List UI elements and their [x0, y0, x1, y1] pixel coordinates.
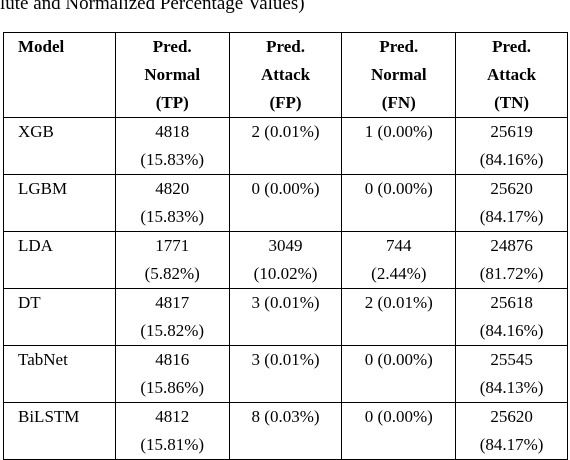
value-line: 2 (0.01%): [364, 293, 433, 312]
value-line: 25619: [490, 122, 533, 141]
value-line: (81.72%): [479, 264, 544, 283]
value-line: (15.86%): [140, 378, 205, 397]
model-name-cell: LDA: [3, 231, 116, 289]
value-line: 744: [386, 236, 412, 255]
value-line: 1 (0.00%): [364, 122, 433, 141]
column-header-line: Normal: [370, 65, 427, 84]
value-cell: 0 (0.00%): [341, 402, 457, 460]
value-line: 25620: [490, 179, 533, 198]
table-row: DT 4817 (15.82%) 3 (0.01%) 2 (0.01%) 25618 (84…: [3, 288, 568, 346]
value-line: (84.16%): [479, 321, 544, 340]
value-cell: 3 (0.01%): [228, 288, 343, 346]
column-header-line: Pred.: [266, 37, 305, 56]
model-name-cell: TabNet: [3, 345, 116, 403]
table-header: Model Pred. Normal (TP) Pred. Attack (FP) Pred.…: [3, 32, 568, 118]
value-cell: 8 (0.03%): [228, 402, 343, 460]
table-row: LGBM 4820 (15.83%) 0 (0.00%) 0 (0.00%) 25620 (…: [3, 174, 568, 232]
value-cell: 4817 (15.82%): [114, 288, 230, 346]
value-cell: 24876 (81.72%): [455, 231, 568, 289]
value-line: (15.82%): [140, 321, 205, 340]
value-line: 3049: [268, 236, 303, 255]
value-line: 4816: [155, 350, 190, 369]
value-line: 0 (0.00%): [364, 350, 433, 369]
column-header-line: Attack: [260, 65, 311, 84]
value-cell: 25620 (84.17%): [455, 402, 568, 460]
value-cell: 25620 (84.17%): [455, 174, 568, 232]
value-cell: 25619 (84.16%): [455, 117, 568, 175]
value-line: 0 (0.00%): [364, 179, 433, 198]
value-line: (84.16%): [479, 150, 544, 169]
value-line: 4818: [155, 122, 190, 141]
value-cell: 4818 (15.83%): [114, 117, 230, 175]
model-name-cell: LGBM: [3, 174, 116, 232]
value-cell: 25545 (84.13%): [455, 345, 568, 403]
column-header-line: (FN): [381, 93, 416, 112]
value-line: (10.02%): [253, 264, 318, 283]
value-line: 3 (0.01%): [251, 293, 320, 312]
value-line: 4817: [155, 293, 190, 312]
value-line: 0 (0.00%): [364, 407, 433, 426]
value-cell: 1771 (5.82%): [114, 231, 230, 289]
value-line: (2.44%): [371, 264, 427, 283]
column-header-line: (TN): [494, 93, 530, 112]
value-line: 3 (0.01%): [251, 350, 320, 369]
value-cell: 0 (0.00%): [341, 345, 457, 403]
value-line: 8 (0.03%): [251, 407, 320, 426]
value-line: (15.83%): [140, 207, 205, 226]
column-header-line: Pred.: [492, 37, 532, 56]
model-name-cell: DT: [3, 288, 116, 346]
value-line: 4812: [155, 407, 190, 426]
model-name-cell: XGB: [3, 117, 116, 175]
column-header-line: (TP): [155, 93, 189, 112]
value-line: 0 (0.00%): [251, 179, 320, 198]
value-line: 25620: [490, 407, 533, 426]
value-cell: 0 (0.00%): [341, 174, 457, 232]
value-line: 4820: [155, 179, 190, 198]
value-line: 25545: [490, 350, 533, 369]
column-header-line: Pred.: [379, 37, 419, 56]
value-line: 1771: [155, 236, 190, 255]
value-line: (84.17%): [479, 207, 544, 226]
value-cell: 744 (2.44%): [341, 231, 457, 289]
value-line: 25618: [490, 293, 533, 312]
table-body: XGB 4818 (15.83%) 2 (0.01%) 1 (0.00%) 25619 (8…: [3, 117, 568, 460]
table-row: XGB 4818 (15.83%) 2 (0.01%) 1 (0.00%) 25619 (8…: [3, 117, 568, 175]
value-cell: 2 (0.01%): [341, 288, 457, 346]
column-header: Pred. Attack (TN): [455, 32, 568, 118]
table-row: TabNet 4816 (15.86%) 3 (0.01%) 0 (0.00%) 2554…: [3, 345, 568, 403]
value-line: 24876: [490, 236, 533, 255]
column-header-line: Pred.: [152, 37, 192, 56]
model-name-cell: BiLSTM: [3, 402, 116, 460]
value-cell: 0 (0.00%): [228, 174, 343, 232]
confusion-matrix-table: Model Pred. Normal (TP) Pred. Attack (FP) Pred.…: [3, 32, 568, 460]
value-line: (5.82%): [144, 264, 200, 283]
column-header-line: Normal: [144, 65, 201, 84]
table-row: BiLSTM 4812 (15.81%) 8 (0.03%) 0 (0.00%) 2562…: [3, 402, 568, 460]
column-header: Pred. Normal (TP): [114, 32, 230, 118]
column-header: Pred. Normal (FN): [341, 32, 457, 118]
value-line: (15.83%): [140, 150, 205, 169]
value-cell: 3 (0.01%): [228, 345, 343, 403]
table-caption: lute and Normalized Percentage Values): [0, 0, 305, 14]
value-cell: 1 (0.00%): [341, 117, 457, 175]
value-line: (84.13%): [479, 378, 544, 397]
value-line: (84.17%): [479, 435, 544, 454]
value-cell: 4816 (15.86%): [114, 345, 230, 403]
value-line: 2 (0.01%): [251, 122, 320, 141]
column-header-line: Model: [18, 37, 65, 56]
column-header: Model: [3, 32, 116, 118]
column-header-line: Attack: [487, 65, 537, 84]
header-row: Model Pred. Normal (TP) Pred. Attack (FP) Pred.…: [3, 32, 568, 118]
value-cell: 4812 (15.81%): [114, 402, 230, 460]
value-cell: 25618 (84.16%): [455, 288, 568, 346]
value-cell: 2 (0.01%): [228, 117, 343, 175]
column-header: Pred. Attack (FP): [228, 32, 343, 118]
value-line: (15.81%): [140, 435, 205, 454]
column-header-line: (FP): [269, 93, 302, 112]
value-cell: 3049 (10.02%): [228, 231, 343, 289]
value-cell: 4820 (15.83%): [114, 174, 230, 232]
table-row: LDA 1771 (5.82%) 3049 (10.02%) 744 (2.44%) 2487…: [3, 231, 568, 289]
